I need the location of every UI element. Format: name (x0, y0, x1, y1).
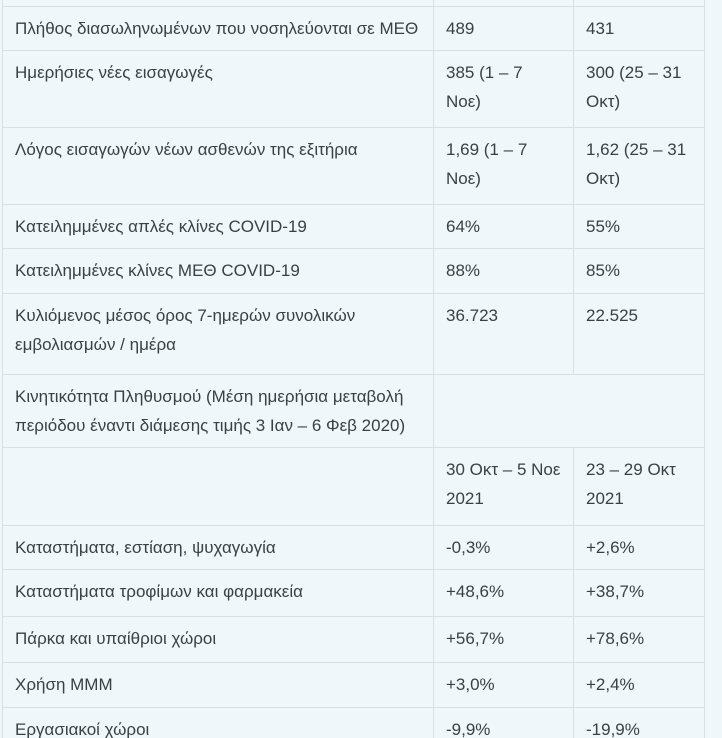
metric-label: Κατειλημμένες απλές κλίνες COVID-19 (2, 203, 434, 249)
metric-label: Καταστήματα, εστίαση, ψυχαγωγία (2, 524, 434, 570)
table-row: Χρήση ΜΜΜ +3,0% +2,4% (2, 661, 705, 708)
metric-label (2, 446, 434, 526)
metric-label: Χρήση ΜΜΜ (2, 661, 434, 708)
metric-label: Πάρκα και υπαίθριοι χώροι (2, 615, 434, 663)
metric-value-current: +48,6% (433, 568, 574, 617)
period-header-current: 30 Οκτ – 5 Νοε 2021 (433, 446, 574, 526)
metric-value-current: -9,9% (433, 706, 574, 738)
metric-value-current: -0,3% (433, 524, 574, 570)
metric-value-current: 64% (433, 203, 574, 249)
metric-value-previous: 431 (573, 5, 705, 51)
metric-value-previous: 1,62 (25 – 31 Οκτ) (573, 126, 705, 205)
period-header-previous: 23 – 29 Οκτ 2021 (573, 446, 705, 526)
metric-value-current: +3,0% (433, 661, 574, 708)
metric-value-current: 1,69 (1 – 7 Νοε) (433, 126, 574, 205)
metric-value-previous: 300 (25 – 31 Οκτ) (573, 49, 705, 128)
metric-value-previous: 22.525 (573, 292, 705, 375)
metric-label: Καταστήματα τροφίμων και φαρμακεία (2, 568, 434, 617)
metric-label: Κυλιόμενος μέσος όρος 7-ημερών συνολικών… (2, 292, 434, 375)
metric-value-current: 489 (433, 5, 574, 51)
table-row: Λόγος εισαγωγών νέων ασθενών της εξιτήρι… (2, 126, 705, 205)
metric-value-previous: +2,6% (573, 524, 705, 570)
section-empty-cell (433, 373, 705, 448)
table-row: Πλήθος διασωληνωμένων που νοσηλεύονται σ… (2, 5, 705, 51)
table-row: Ημερήσιες νέες εισαγωγές 385 (1 – 7 Νοε)… (2, 49, 705, 128)
metric-value-previous: 55% (573, 203, 705, 249)
metric-value-current: 385 (1 – 7 Νοε) (433, 49, 574, 128)
table-row: Εργασιακοί χώροι -9,9% -19,9% (2, 706, 705, 738)
table-row: Κατειλημμένες απλές κλίνες COVID-19 64% … (2, 203, 705, 249)
table-row: Κατειλημμένες κλίνες ΜΕΘ COVID-19 88% 85… (2, 247, 705, 294)
metric-label: Κατειλημμένες κλίνες ΜΕΘ COVID-19 (2, 247, 434, 294)
covid-stats-table: Πλήθος διασωληνωμένων που νοσηλεύονται σ… (2, 0, 705, 738)
metric-value-previous: +2,4% (573, 661, 705, 708)
table-row: Πάρκα και υπαίθριοι χώροι +56,7% +78,6% (2, 615, 705, 663)
metric-label: Εργασιακοί χώροι (2, 706, 434, 738)
section-label: Κινητικότητα Πληθυσμού (Μέση ημερήσια με… (2, 373, 434, 448)
table-row: Κυλιόμενος μέσος όρος 7-ημερών συνολικών… (2, 292, 705, 375)
metric-label: Ημερήσιες νέες εισαγωγές (2, 49, 434, 128)
metric-value-current: 88% (433, 247, 574, 294)
metric-value-previous: +38,7% (573, 568, 705, 617)
metric-value-previous: +78,6% (573, 615, 705, 663)
table-row-section-header: Κινητικότητα Πληθυσμού (Μέση ημερήσια με… (2, 373, 705, 448)
metric-label: Λόγος εισαγωγών νέων ασθενών της εξιτήρι… (2, 126, 434, 205)
metric-value-current: +56,7% (433, 615, 574, 663)
metric-label: Πλήθος διασωληνωμένων που νοσηλεύονται σ… (2, 5, 434, 51)
metric-value-previous: -19,9% (573, 706, 705, 738)
table-row: Καταστήματα, εστίαση, ψυχαγωγία -0,3% +2… (2, 524, 705, 570)
metric-value-previous: 85% (573, 247, 705, 294)
table-row: Καταστήματα τροφίμων και φαρμακεία +48,6… (2, 568, 705, 617)
metric-value-current: 36.723 (433, 292, 574, 375)
table-row-period-header: 30 Οκτ – 5 Νοε 2021 23 – 29 Οκτ 2021 (2, 446, 705, 526)
